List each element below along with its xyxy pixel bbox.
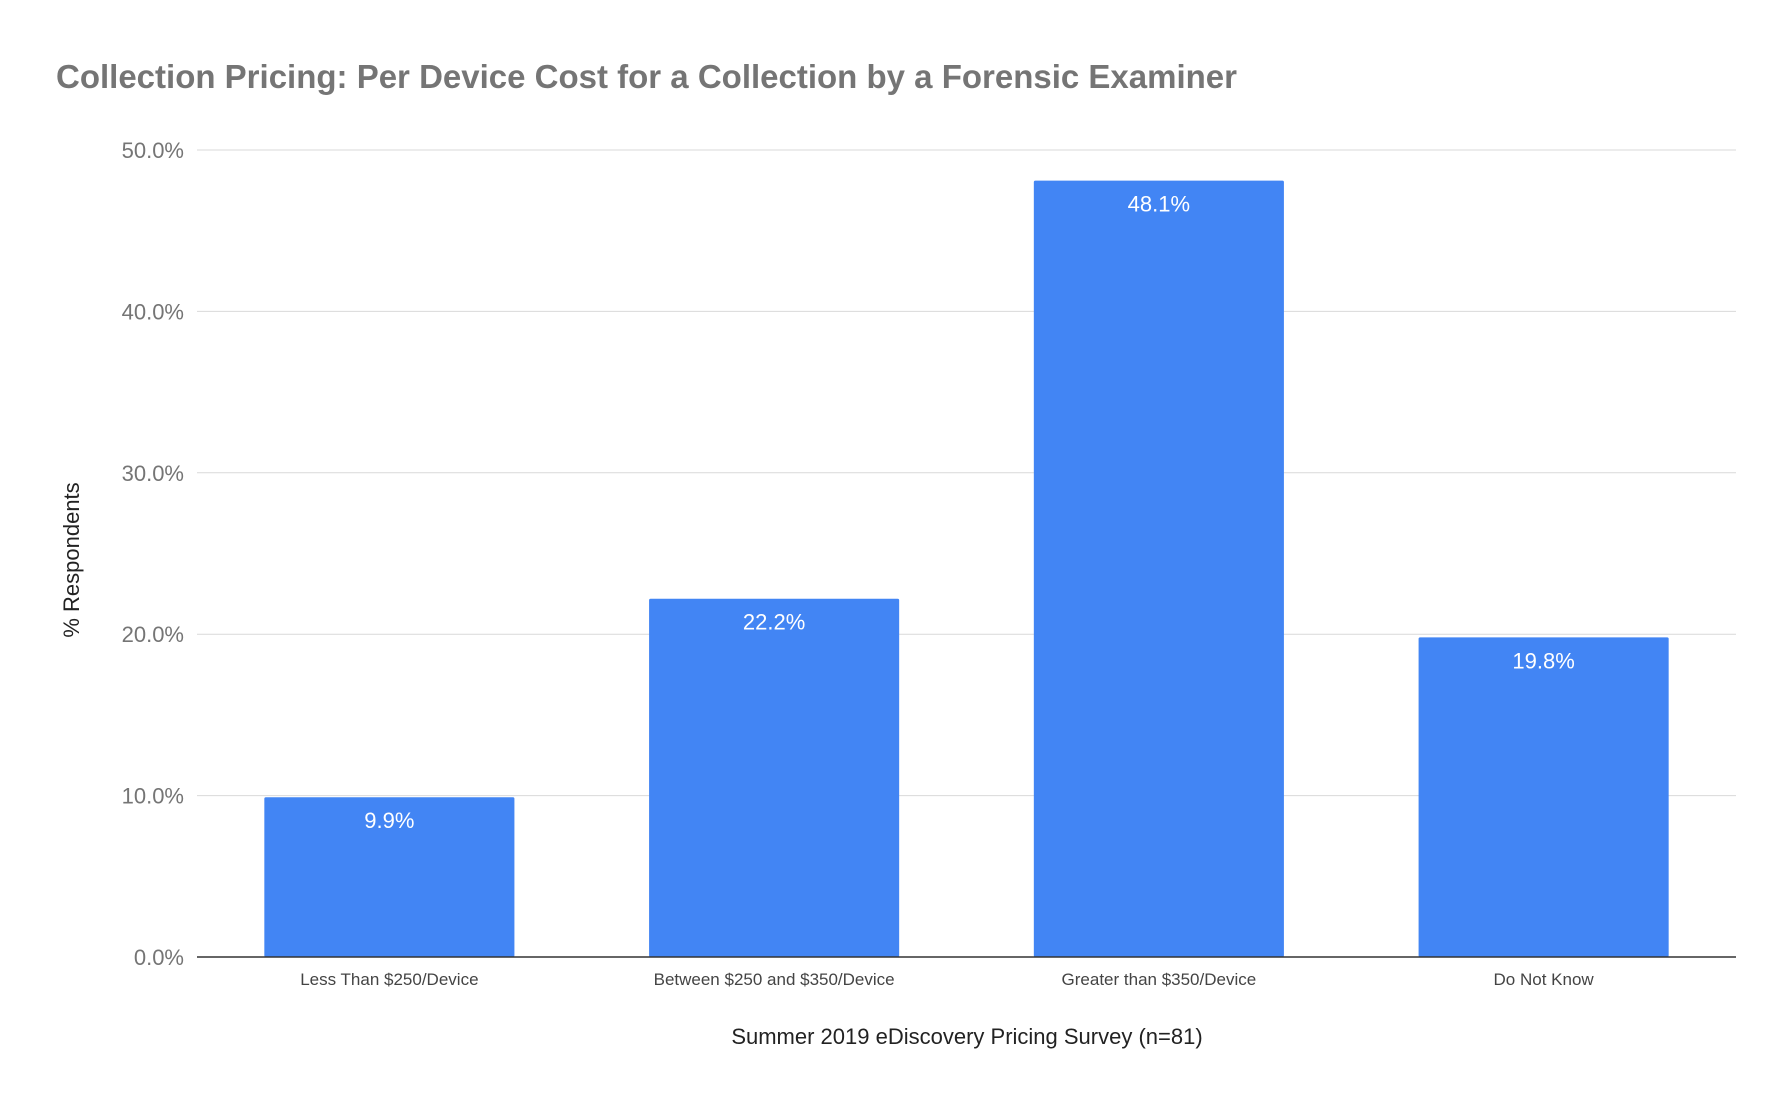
bar (264, 797, 515, 957)
y-axis-label: % Respondents (59, 482, 84, 637)
x-tick-label: Between $250 and $350/Device (654, 970, 895, 989)
bar-data-label: 22.2% (743, 610, 805, 635)
x-tick-label: Greater than $350/Device (1062, 970, 1257, 989)
y-tick-label: 30.0% (122, 461, 184, 486)
bar (1418, 637, 1669, 957)
y-tick-label: 50.0% (122, 138, 184, 163)
bar-data-label: 19.8% (1512, 648, 1574, 673)
x-tick-label: Less Than $250/Device (300, 970, 478, 989)
y-tick-label: 40.0% (122, 299, 184, 324)
x-tick-label: Do Not Know (1494, 970, 1595, 989)
bar-data-label: 9.9% (364, 808, 414, 833)
y-axis-ticks: 0.0% 10.0% 20.0% 30.0% 40.0% 50.0% (122, 138, 184, 970)
x-axis-label: Summer 2019 eDiscovery Pricing Survey (n… (731, 1024, 1202, 1049)
y-tick-label: 10.0% (122, 784, 184, 809)
bars (264, 180, 1669, 957)
x-axis-ticks: Less Than $250/Device Between $250 and $3… (300, 970, 1594, 989)
data-labels: 9.9% 22.2% 48.1% 19.8% (364, 192, 1575, 834)
bar (1033, 180, 1284, 957)
bar-data-label: 48.1% (1128, 192, 1190, 217)
y-tick-label: 0.0% (134, 945, 184, 970)
chart-title: Collection Pricing: Per Device Cost for … (56, 58, 1237, 95)
bar (649, 598, 900, 957)
y-tick-label: 20.0% (122, 622, 184, 647)
